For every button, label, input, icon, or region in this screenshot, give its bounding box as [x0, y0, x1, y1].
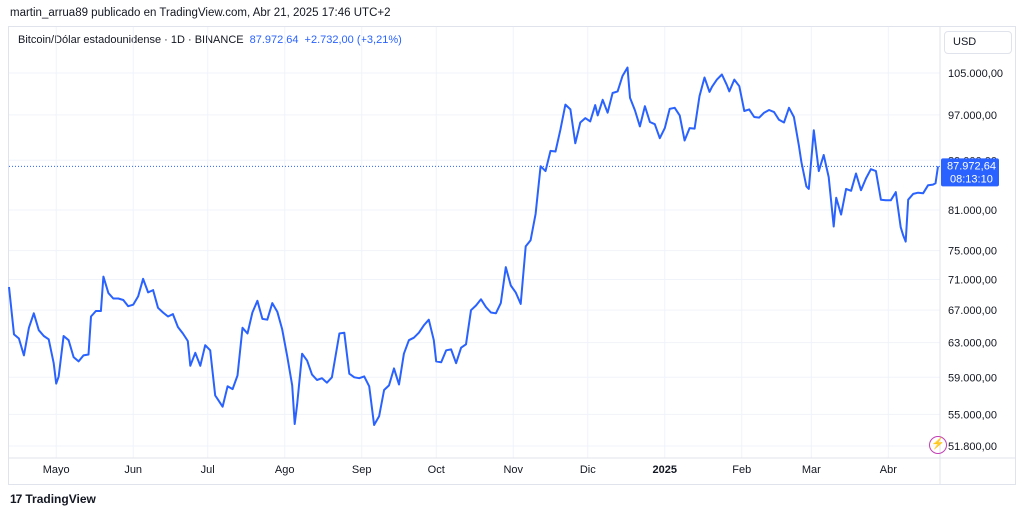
- x-tick-label: Mayo: [43, 464, 70, 476]
- y-tick-label: 55.000,00: [948, 409, 997, 421]
- publisher-caption: martin_arrua89 publicado en TradingView.…: [10, 7, 391, 19]
- y-tick-label: 71.000,00: [948, 275, 997, 287]
- x-tick-label: Jul: [201, 464, 215, 476]
- price-series-line: [8, 66, 939, 426]
- x-tick-label: Abr: [880, 464, 897, 476]
- symbol-legend: Bitcoin/Dólar estadounidense · 1D · BINA…: [18, 34, 402, 46]
- x-tick-label: 2025: [653, 464, 677, 476]
- x-tick-label: Sep: [352, 464, 372, 476]
- x-tick-label: Mar: [802, 464, 821, 476]
- last-price-tag: [941, 158, 999, 187]
- y-tick-label: 105.000,00: [948, 68, 1003, 80]
- y-tick-label: 97.000,00: [948, 110, 997, 122]
- x-tick-label: Nov: [503, 464, 523, 476]
- y-tick-label: 81.000,00: [948, 205, 997, 217]
- x-tick-label: Oct: [428, 464, 445, 476]
- y-tick-label: 67.000,00: [948, 305, 997, 317]
- x-tick-label: Feb: [732, 464, 751, 476]
- x-tick-label: Dic: [580, 464, 596, 476]
- price-change: +2.732,00 (+3,21%): [304, 34, 402, 46]
- x-tick-label: Jun: [124, 464, 142, 476]
- last-price-tag-value: 87.972,64: [947, 160, 996, 172]
- footer-brand[interactable]: 17 TradingView: [10, 492, 96, 506]
- y-tick-label: 59.000,00: [948, 372, 997, 384]
- y-tick-label: 63.000,00: [948, 338, 997, 350]
- y-tick-label: 75.000,00: [948, 246, 997, 258]
- tradingview-logo-icon: 17: [10, 492, 22, 506]
- brand-name: TradingView: [25, 492, 96, 506]
- y-tick-label: 51.800,00: [948, 441, 997, 453]
- lightning-alert-icon[interactable]: ⚡: [929, 436, 947, 454]
- last-price: 87.972,64: [249, 34, 299, 46]
- x-tick-label: Ago: [275, 464, 295, 476]
- currency-button[interactable]: USD: [944, 31, 1012, 54]
- symbol-title: Bitcoin/Dólar estadounidense · 1D · BINA…: [18, 34, 244, 46]
- last-price-tag-countdown: 08:13:10: [950, 173, 993, 185]
